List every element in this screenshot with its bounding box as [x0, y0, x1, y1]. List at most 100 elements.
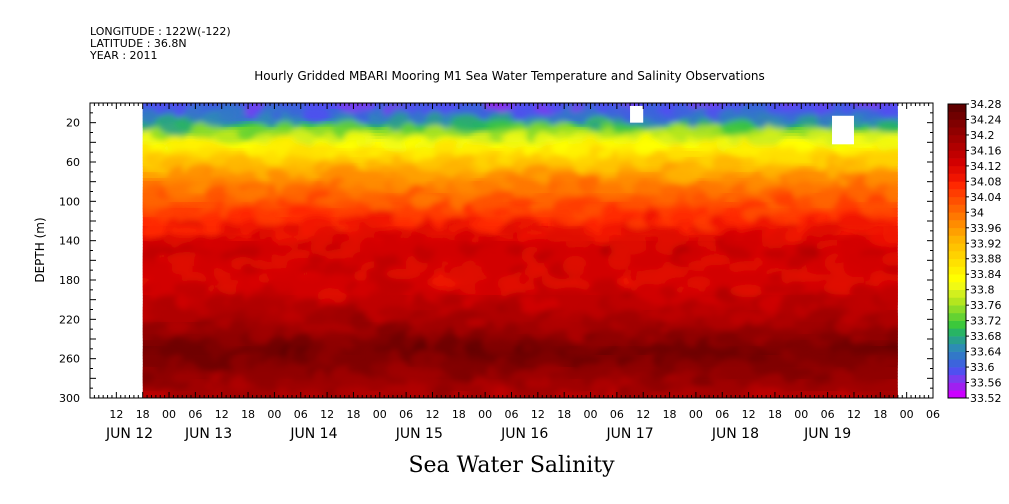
colorbar-swatch: [948, 274, 966, 283]
heatmap-cell: [513, 387, 551, 398]
x-tick-label: 00: [478, 408, 492, 421]
heatmap-cell: [871, 389, 898, 398]
heatmap-cell: [615, 336, 633, 348]
x-tick-label: 12: [847, 408, 861, 421]
x-tick-label: 06: [926, 408, 940, 421]
colorbar-label: 34.24: [970, 113, 1002, 126]
x-tick-label: 18: [241, 408, 255, 421]
x-axis: 12 18 00 06 12 18 00 06 12 18 00 06 12 18 00 06 12 18 00 06…: [89, 103, 940, 442]
colorbar-swatch: [948, 351, 966, 360]
heatmap-cell: [876, 134, 898, 154]
colorbar-swatch: [948, 258, 966, 267]
heatmap-cell: [509, 196, 537, 211]
heatmap-cell: [207, 234, 231, 255]
colorbar-label: 33.72: [970, 315, 1002, 328]
colorbar-swatch: [948, 196, 966, 205]
x-date-label: JUN 14: [289, 426, 337, 442]
heatmap-cell: [735, 295, 754, 308]
heatmap-cell: [771, 316, 801, 332]
colorbar-swatch: [948, 336, 966, 345]
y-axis-title: DEPTH (m): [33, 217, 47, 282]
x-tick-label: 06: [188, 408, 202, 421]
colorbar-swatch: [948, 119, 966, 128]
heatmap-cell: [562, 255, 588, 276]
colorbar-swatch: [948, 281, 966, 290]
missing-data-region: [832, 115, 854, 145]
heatmap-cell: [448, 392, 467, 398]
colorbar-label: 33.6: [970, 361, 995, 374]
heatmap-cell: [218, 331, 248, 350]
colorbar-label: 33.88: [970, 253, 1002, 266]
heatmap-cell: [729, 284, 768, 298]
x-tick-label: 06: [610, 408, 624, 421]
x-tick-label: 12: [320, 408, 334, 421]
colorbar-swatch: [948, 189, 966, 198]
heatmap-cell: [406, 170, 432, 186]
x-tick-label: 06: [821, 408, 835, 421]
heatmap-cell: [326, 149, 359, 159]
heatmap-cell: [853, 370, 891, 383]
heatmap-cell: [346, 386, 371, 397]
colorbar-label: 33.52: [970, 392, 1002, 405]
heatmap-cell: [544, 154, 575, 170]
heatmap-cell: [760, 283, 791, 294]
colorbar-swatch: [948, 220, 966, 229]
colorbar-label: 34.2: [970, 129, 995, 142]
colorbar-swatch: [948, 243, 966, 252]
heatmap-cell: [340, 380, 378, 390]
y-axis: 20 60 100 140 180 220 260 300: [59, 102, 933, 405]
x-tick-label: 18: [452, 408, 466, 421]
heatmap-cell: [626, 384, 654, 398]
colorbar-swatch: [948, 158, 966, 167]
heatmap-cell: [880, 109, 898, 119]
x-date-label: JUN 19: [803, 426, 851, 442]
y-tick-label: 300: [59, 392, 80, 405]
heatmap-cell: [790, 367, 814, 377]
colorbar-swatch: [948, 343, 966, 352]
heatmap-cell: [785, 167, 823, 187]
colorbar-swatch: [948, 235, 966, 244]
y-tick-label: 180: [59, 274, 80, 287]
heatmap-cell: [771, 391, 809, 398]
x-tick-label: 18: [768, 408, 782, 421]
heatmap-cell: [881, 252, 898, 267]
heatmap-cell: [868, 230, 898, 247]
x-tick-label: 12: [425, 408, 439, 421]
x-tick-label: 12: [742, 408, 756, 421]
x-date-label: JUN 16: [500, 426, 548, 442]
x-tick-label: 00: [794, 408, 808, 421]
heatmap-cell: [886, 326, 898, 345]
heatmap-cell: [144, 218, 167, 235]
heatmap-cell: [862, 326, 893, 341]
y-tick-label: 220: [59, 313, 80, 326]
heatmap-cell: [168, 225, 205, 236]
heatmap-cell: [478, 235, 499, 245]
heatmap-cell: [691, 304, 713, 320]
x-date-label: JUN 12: [105, 426, 153, 442]
heatmap-cell: [868, 211, 896, 222]
colorbar-legend: 34.28 34.24 34.2 34.16 34.12 34.08 34.04 34 33.9…: [947, 98, 1002, 405]
heatmap-cell: [523, 181, 542, 195]
y-tick-label: 60: [66, 156, 80, 169]
chart-subtitle: Sea Water Salinity: [408, 453, 615, 478]
heatmap-cell: [868, 219, 898, 229]
colorbar-label: 33.76: [970, 299, 1002, 312]
y-tick-label: 140: [59, 235, 80, 248]
heatmap-cell: [720, 172, 741, 188]
colorbar-label: 33.96: [970, 222, 1002, 235]
heatmap-cell: [359, 237, 380, 258]
y-tick-label: 20: [66, 117, 80, 130]
x-tick-label: 06: [294, 408, 308, 421]
colorbar-swatch: [948, 297, 966, 306]
colorbar-swatch: [948, 111, 966, 120]
y-tick-label: 100: [59, 195, 80, 208]
heatmap-band: [142, 241, 898, 245]
heatmap-cell: [781, 363, 800, 384]
heatmap-cell: [218, 103, 248, 123]
heatmap-cell: [489, 190, 515, 200]
x-tick-label: 00: [162, 408, 176, 421]
colorbar-swatch: [948, 165, 966, 174]
heatmap-cell: [271, 273, 297, 294]
heatmap-cell: [307, 253, 325, 266]
x-tick-label: 00: [900, 408, 914, 421]
